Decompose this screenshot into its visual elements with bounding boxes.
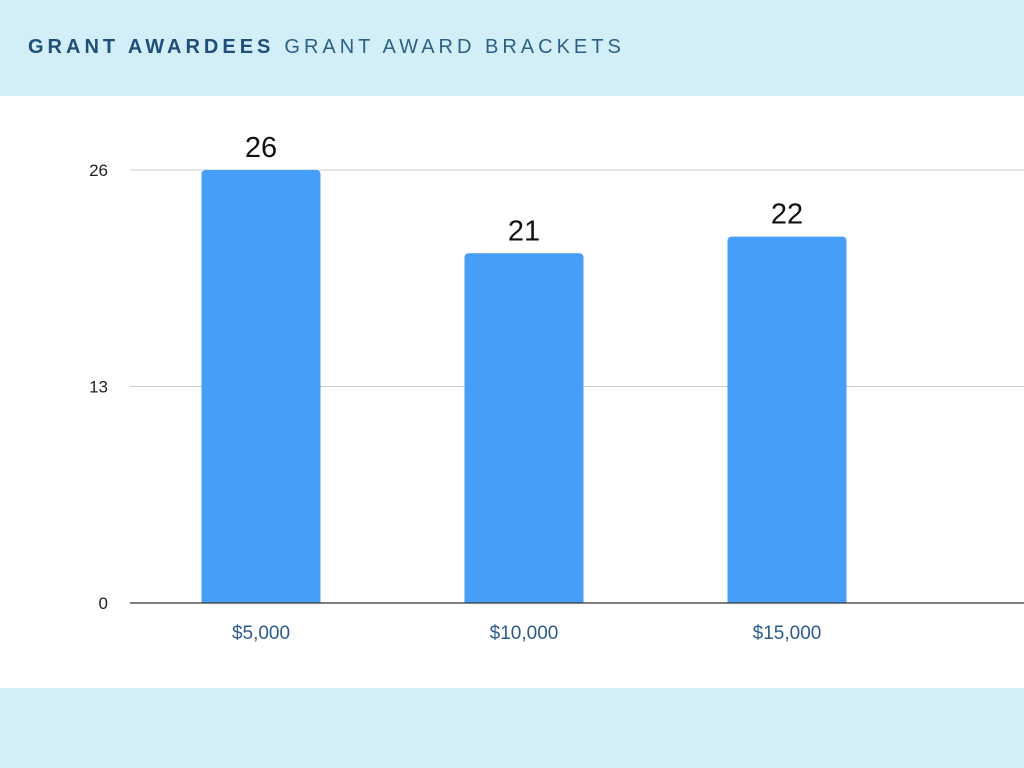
chart-panel: 0 13 26 26 $5,000 21 $10,000 22 $15,000 xyxy=(0,96,1024,688)
y-tick-label: 13 xyxy=(89,378,108,397)
y-tick-label: 26 xyxy=(89,161,108,180)
bar-base xyxy=(727,597,847,603)
page-title: GRANT AWARDEES GRANT AWARD BRACKETS xyxy=(28,35,625,59)
footer-band xyxy=(0,688,1024,768)
x-tick-label: $5,000 xyxy=(232,623,290,644)
x-tick-label: $15,000 xyxy=(753,623,822,644)
title-light: GRANT AWARD BRACKETS xyxy=(284,36,625,58)
bar xyxy=(727,236,847,603)
bar-chart: 0 13 26 26 $5,000 21 $10,000 22 $15,000 xyxy=(89,132,1024,644)
bar-base xyxy=(464,597,584,603)
bar xyxy=(464,253,584,603)
data-label: 21 xyxy=(508,215,540,247)
x-tick-label: $10,000 xyxy=(490,623,559,644)
data-label: 22 xyxy=(771,199,803,231)
title-bold: GRANT AWARDEES xyxy=(28,36,275,58)
y-tick-label: 0 xyxy=(99,594,108,613)
data-label: 26 xyxy=(245,132,277,164)
bar-base xyxy=(201,597,321,603)
bar xyxy=(201,170,321,603)
header-band: GRANT AWARDEES GRANT AWARD BRACKETS xyxy=(0,0,1024,96)
